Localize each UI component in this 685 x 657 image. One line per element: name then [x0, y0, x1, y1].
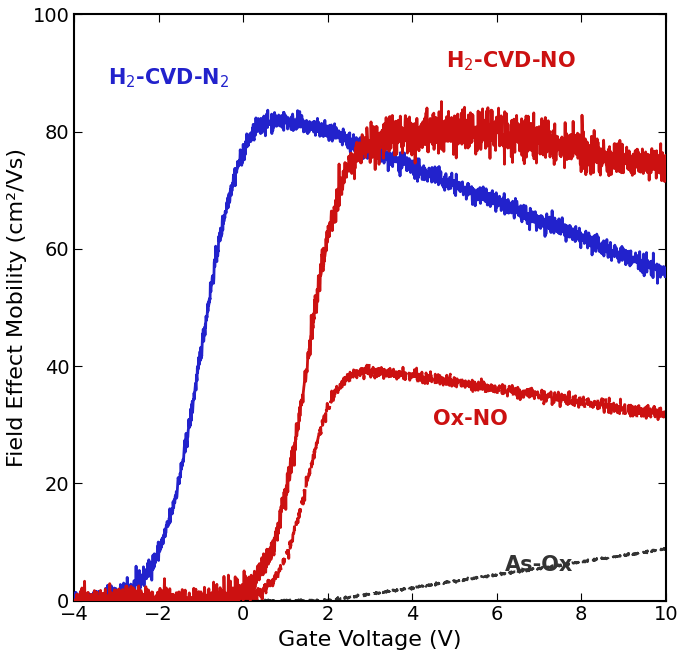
Text: Ox-NO: Ox-NO [434, 409, 508, 429]
Text: As-Ox: As-Ox [506, 555, 573, 576]
X-axis label: Gate Voltage (V): Gate Voltage (V) [278, 630, 462, 650]
Text: H$_2$-CVD-NO: H$_2$-CVD-NO [446, 49, 576, 73]
Y-axis label: Field Effect Mobility (cm²/Vs): Field Effect Mobility (cm²/Vs) [7, 148, 27, 467]
Text: H$_2$-CVD-N$_2$: H$_2$-CVD-N$_2$ [108, 67, 229, 91]
